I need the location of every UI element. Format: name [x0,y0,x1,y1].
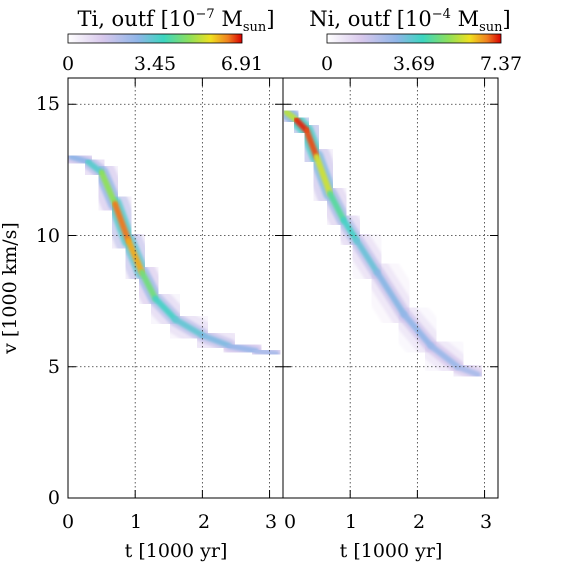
ti-colorbar-tick-1: 3.45 [134,53,176,75]
ridge-segment [303,127,320,160]
ti-colorbar-title: Ti, outf [10−7 Msun] [77,7,274,35]
ridge-segment [253,348,280,357]
ti-x-tick-2: 2 [198,511,210,533]
ti-ticks [67,78,283,499]
ridge-segment [172,316,206,339]
ridge-segment [313,153,334,197]
ridge-segment [152,295,179,323]
ni-x-tick-3: 3 [480,511,492,533]
ridge-segment [98,169,119,207]
ni-heatmap [283,89,498,398]
ni-colorbar-title: Ni, outf [10−4 Msun] [309,7,510,35]
ridge-segment [427,342,461,370]
ni-colorbar-tick-1: 3.69 [393,53,435,75]
ridge-segment [199,332,233,349]
ti-x-tick-1: 1 [130,511,142,533]
ni-x-tick-2: 2 [413,511,425,533]
ti-colorbar-tick-0: 0 [62,53,74,75]
ti-y-tick-0: 0 [48,487,60,509]
ni-ticks [282,78,498,499]
ridge-segment [138,269,159,302]
ridge-segment [112,201,132,244]
ti-y-tick-3: 15 [36,93,60,115]
ti-colorbar [67,33,243,44]
ti-y-tick-1: 5 [48,356,60,378]
ti-heatmap [68,133,283,377]
ridge-segment [226,342,260,354]
ridge-segment [327,190,347,223]
ni-colorbar-tick-0: 0 [321,53,333,75]
ni-colorbar-tick-2: 7.37 [480,53,522,75]
ridge-segment [454,363,481,378]
y-axis-label: v [1000 km/s] [0,222,21,355]
ti-y-tick-2: 10 [36,225,60,247]
ti-x-tick-3: 3 [265,511,277,533]
ti-colorbar-tick-2: 6.91 [221,53,263,75]
ni-x-axis-label: t [1000 yr] [340,540,443,562]
ridge-segment [125,237,145,276]
ni-plot-frame [282,77,499,499]
ni-x-tick-1: 1 [345,511,357,533]
ni-panel: Ni, outf [10−4 Msun] 0 3.69 7.37 0 1 2 3… [282,7,522,562]
ni-colorbar [326,33,502,44]
ni-x-tick-0: 0 [284,511,296,533]
ridge-segment [353,237,381,276]
ti-panel: Ti, outf [10−7 Msun] 0 3.45 6.91 0 1 2 3… [0,7,284,562]
ti-x-axis-label: t [1000 yr] [125,540,228,562]
ridge-segment [374,269,407,318]
ti-x-tick-0: 0 [62,511,74,533]
